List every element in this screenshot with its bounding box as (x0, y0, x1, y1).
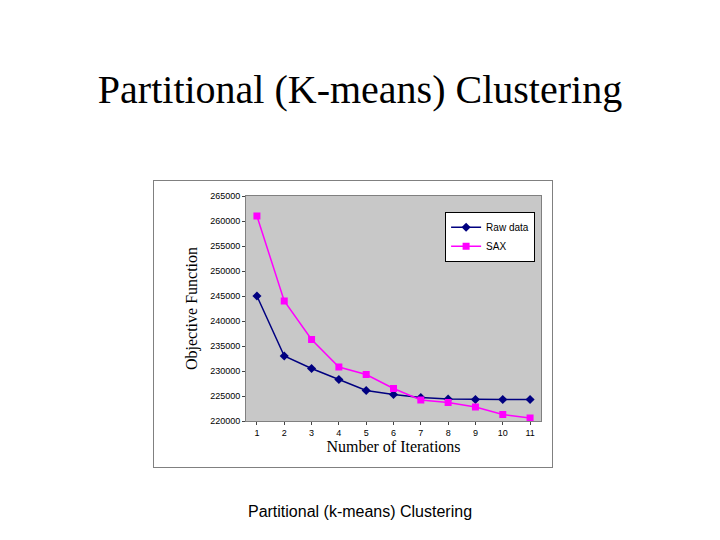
svg-text:2: 2 (282, 428, 287, 438)
svg-text:10: 10 (498, 428, 508, 438)
svg-text:11: 11 (525, 428, 534, 438)
svg-text:4: 4 (336, 428, 341, 438)
svg-text:265000: 265000 (210, 191, 240, 201)
svg-text:230000: 230000 (210, 366, 240, 376)
svg-text:240000: 240000 (210, 316, 240, 326)
svg-text:SAX: SAX (486, 241, 506, 252)
svg-text:6: 6 (391, 428, 396, 438)
svg-text:7: 7 (418, 428, 423, 438)
svg-text:245000: 245000 (210, 291, 240, 301)
svg-text:235000: 235000 (210, 341, 240, 351)
html-text:Partitional (K-means) Clusteri: Partitional (K-means) Clustering (97, 67, 623, 112)
svg-text:260000: 260000 (210, 216, 240, 226)
svg-text:Number of Iterations: Number of Iterations (326, 438, 460, 455)
html-text:Partitional (k-means) Clusteri: Partitional (k-means) Clustering (248, 503, 472, 520)
svg-text:255000: 255000 (210, 241, 240, 251)
svg-text:3: 3 (309, 428, 314, 438)
svg-text:220000: 220000 (210, 416, 240, 426)
svg-text:8: 8 (446, 428, 451, 438)
svg-text:1: 1 (254, 428, 259, 438)
svg-text:225000: 225000 (210, 391, 240, 401)
svg-text:9: 9 (473, 428, 478, 438)
svg-text:Objective Function: Objective Function (183, 247, 201, 370)
svg-text:5: 5 (364, 428, 369, 438)
svg-text:250000: 250000 (210, 266, 240, 276)
svg-text:Raw data: Raw data (486, 222, 529, 233)
